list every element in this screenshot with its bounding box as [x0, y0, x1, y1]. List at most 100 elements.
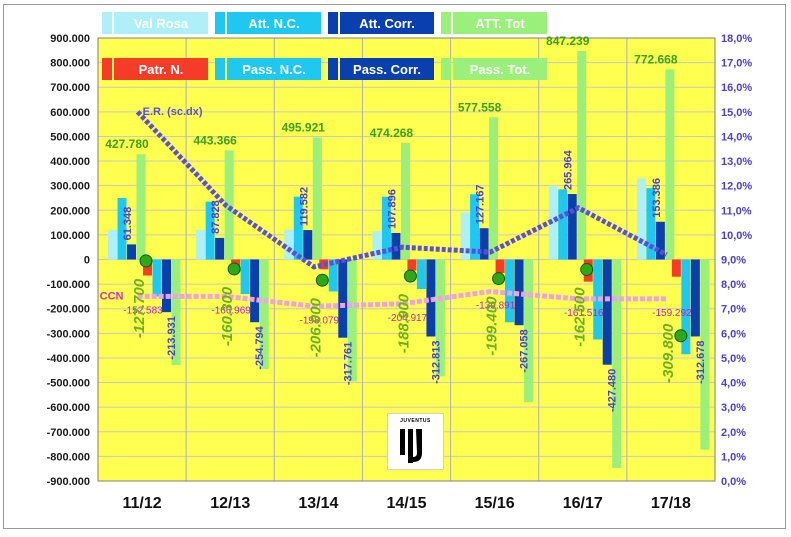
bar-att-tot [312, 137, 322, 260]
ccn-green-value: -188.900 [395, 293, 412, 353]
bar-val-rosa [372, 231, 382, 260]
legend-box [227, 12, 321, 34]
bar-pass-tot- [700, 259, 710, 450]
bar-pass-corr- [602, 259, 612, 365]
bar-att-n-c- [381, 196, 391, 260]
bar-pass-n-c- [681, 259, 691, 355]
att-corr-label: 107.896 [386, 189, 398, 229]
legend-swatch [328, 12, 338, 34]
y-right-tick-label: 18,0% [721, 33, 752, 45]
y-left-tick-label: 600.000 [50, 107, 90, 119]
bar-att-n-c- [293, 196, 303, 260]
att-corr-label: 87.828 [210, 200, 222, 234]
legend-swatch [441, 58, 451, 80]
legend-label: Pass. N.C. [242, 62, 306, 77]
y-left-tick-label: 200.000 [50, 205, 90, 217]
y-left-tick-label: 900.000 [50, 33, 90, 45]
ccn-value-label: -166.969 [211, 305, 251, 316]
bar-val-rosa [636, 178, 646, 260]
y-right-tick-label: 9,0% [721, 255, 746, 267]
bar-att-tot [136, 154, 146, 260]
y-left-tick-label: -900.000 [47, 476, 90, 488]
y-left-tick-label: -100.000 [47, 279, 90, 291]
y-right-tick-label: 4,0% [721, 378, 746, 390]
legend-label: ATT. Tot [475, 16, 525, 31]
legend-box [453, 12, 547, 34]
bar-pass-tot- [347, 259, 357, 382]
pass-corr-label: -317.761 [342, 342, 354, 385]
er-line [135, 110, 668, 270]
bar-att-n-c- [117, 197, 127, 260]
pass-corr-label: -213.931 [166, 316, 178, 359]
pass-corr-label: -312.813 [430, 340, 442, 383]
att-tot-label: 772.668 [634, 52, 678, 66]
pass-corr-label: -254.794 [254, 325, 266, 369]
ccn-marker [674, 329, 688, 343]
legend-box [453, 58, 547, 80]
bar-pass-tot- [524, 259, 534, 403]
y-left-tick-label: -400.000 [47, 353, 90, 365]
legend-box [340, 58, 434, 80]
x-tick-label: 17/18 [651, 495, 691, 512]
att-tot-label: 847.239 [546, 34, 590, 48]
y-right-tick-label: 0,0% [721, 476, 746, 488]
ccn-line-label: CCN [100, 290, 124, 302]
ccn-marker [139, 254, 153, 268]
bar-att-tot [224, 150, 234, 260]
y-right-tick-label: 10,0% [721, 230, 752, 242]
bar-val-rosa [284, 229, 294, 260]
y-left-tick-label: 700.000 [50, 82, 90, 94]
ccn-green-value: -162.500 [572, 287, 589, 347]
ccn-value-label: -139.891 [476, 300, 516, 311]
bar-pass-corr- [162, 259, 171, 313]
bar-att-tot [489, 117, 499, 260]
bar-pass-tot- [612, 259, 622, 468]
legend-swatch [215, 12, 225, 34]
bar-pass-n-c- [328, 259, 338, 292]
legend-swatch [102, 12, 112, 34]
y-right-tick-label: 16,0% [721, 82, 752, 94]
y-right-tick-label: 15,0% [721, 107, 752, 119]
y-right-tick-label: 2,0% [721, 427, 746, 439]
bar-pass-tot- [171, 259, 181, 366]
bar-patr-n- [407, 259, 417, 271]
bar-patr-n- [143, 259, 152, 276]
legend-box [114, 58, 208, 80]
y-right-tick-label: 14,0% [721, 131, 752, 143]
legend-label: Att. Corr. [359, 16, 415, 31]
er-line-label: E.R. (sc.dx) [143, 106, 203, 118]
legend-box [227, 58, 321, 80]
bar-val-rosa [108, 229, 117, 260]
att-tot-label: 427.780 [105, 137, 149, 151]
bar-att-n-c- [646, 188, 656, 260]
bar-val-rosa [460, 212, 470, 260]
ccn-green-value: -160.300 [219, 286, 236, 346]
att-corr-label: 153.386 [651, 178, 663, 218]
ccn-marker [315, 273, 329, 287]
y-left-tick-label: 800.000 [50, 58, 90, 70]
pass-corr-label: -312.678 [695, 340, 707, 383]
y-left-tick-label: -600.000 [47, 402, 90, 414]
bar-att-corr- [655, 221, 665, 260]
legend-swatch [328, 58, 338, 80]
y-left-tick-label: 400.000 [50, 156, 90, 168]
logo-j-icon [400, 429, 422, 463]
ccn-line [137, 288, 667, 309]
juventus-logo: JUVENTUS [387, 413, 444, 470]
att-corr-label: 61.348 [122, 207, 134, 241]
bar-pass-corr- [250, 259, 260, 323]
x-tick-label: 16/17 [563, 495, 603, 512]
legend-label: Pass. Corr. [353, 62, 421, 77]
ccn-marker [403, 269, 417, 283]
att-tot-label: 474.268 [370, 126, 414, 140]
legend-swatch [215, 58, 225, 80]
x-tick-label: 13/14 [298, 495, 338, 512]
y-left-tick-label: -800.000 [47, 451, 90, 463]
x-tick-label: 12/13 [210, 495, 250, 512]
legend-swatch [102, 58, 112, 80]
att-corr-label: 265.964 [563, 149, 575, 190]
ccn-marker [227, 262, 241, 276]
ccn-value-label: -204.917 [388, 313, 428, 324]
ccn-value-label: -198.079 [300, 315, 340, 326]
bar-att-n-c- [205, 201, 215, 260]
